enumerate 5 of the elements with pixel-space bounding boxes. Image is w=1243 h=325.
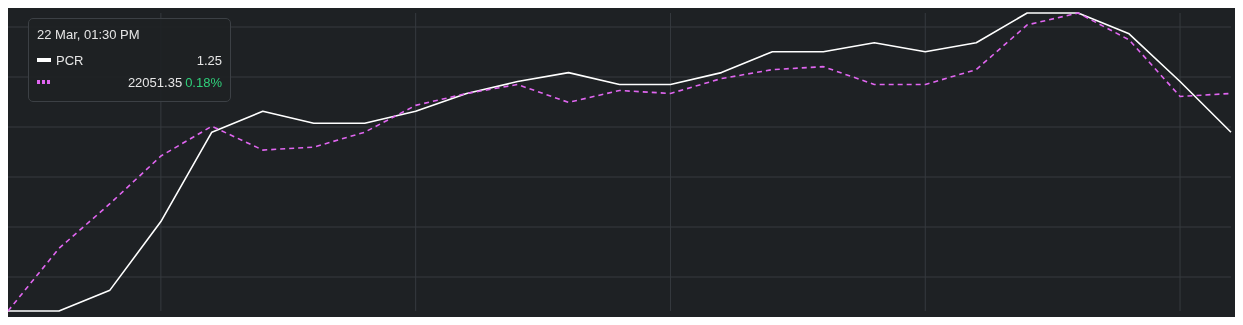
legend-label: PCR	[56, 52, 84, 68]
annotation: 22 Mar, 01:30 PM	[37, 27, 141, 42]
annotation: 0.18%	[185, 74, 222, 90]
annotation: 1.25	[196, 52, 222, 68]
annotation: 22051.35	[127, 74, 183, 90]
